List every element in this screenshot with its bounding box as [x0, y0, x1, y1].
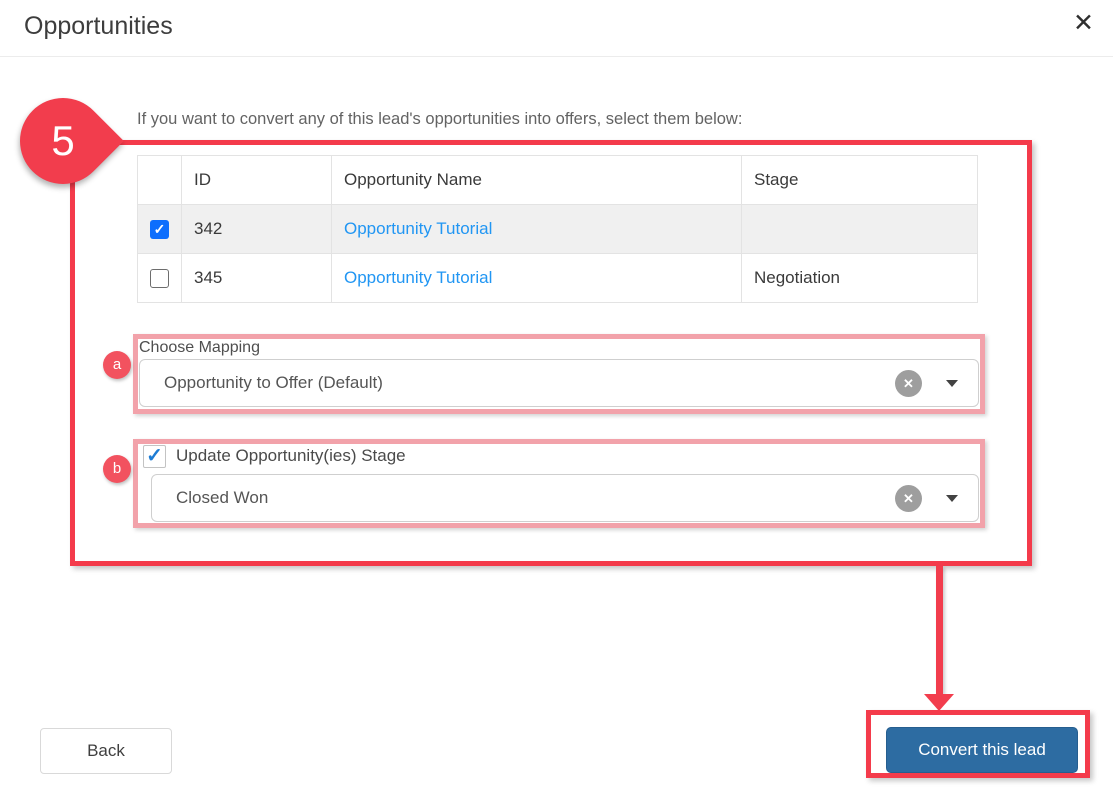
badge-a: a [103, 351, 131, 379]
cell-stage [741, 204, 978, 254]
update-stage-checkbox[interactable]: ✓ [143, 445, 166, 468]
row-checkbox-checked[interactable]: ✓ [150, 220, 169, 239]
table-header-row: ID Opportunity Name Stage [137, 155, 978, 205]
convert-lead-button[interactable]: Convert this lead [886, 727, 1078, 773]
choose-mapping-label: Choose Mapping [139, 339, 260, 356]
cell-id: 345 [181, 253, 332, 303]
check-icon: ✓ [146, 445, 163, 467]
table-row: 345 Opportunity Tutorial Negotiation [137, 253, 978, 303]
row-checkbox-unchecked[interactable] [150, 269, 169, 288]
opportunities-table: ID Opportunity Name Stage ✓ 342 Opportun… [137, 155, 978, 303]
cell-stage: Negotiation [741, 253, 978, 303]
annotation-arrow-line [936, 566, 943, 694]
step-number: 5 [51, 117, 75, 164]
clear-icon[interactable]: ✕ [895, 485, 922, 512]
instruction-text: If you want to convert any of this lead'… [137, 110, 743, 128]
badge-b: b [103, 455, 131, 483]
page-title: Opportunities [24, 12, 173, 40]
dialog-header: Opportunities ✕ [0, 0, 1113, 57]
header-checkbox-col [137, 155, 182, 205]
cell-id: 342 [181, 204, 332, 254]
chevron-down-icon[interactable] [946, 495, 958, 502]
update-stage-label: Update Opportunity(ies) Stage [176, 446, 406, 465]
opportunity-link[interactable]: Opportunity Tutorial [344, 268, 493, 287]
opportunity-link[interactable]: Opportunity Tutorial [344, 219, 493, 238]
header-stage: Stage [741, 155, 978, 205]
clear-icon[interactable]: ✕ [895, 370, 922, 397]
back-button[interactable]: Back [40, 728, 172, 774]
stage-selected-value: Closed Won [176, 488, 269, 507]
mapping-section-highlight [133, 334, 985, 414]
header-opportunity-name: Opportunity Name [331, 155, 742, 205]
chevron-down-icon[interactable] [946, 380, 958, 387]
annotation-arrow-head [924, 694, 954, 711]
close-icon[interactable]: ✕ [1073, 9, 1094, 37]
mapping-select[interactable]: Opportunity to Offer (Default) ✕ [139, 359, 979, 407]
check-icon: ✓ [153, 221, 166, 237]
table-row: ✓ 342 Opportunity Tutorial [137, 204, 978, 254]
stage-section-highlight [133, 439, 985, 528]
mapping-selected-value: Opportunity to Offer (Default) [164, 373, 383, 392]
stage-select[interactable]: Closed Won ✕ [151, 474, 979, 522]
header-id: ID [181, 155, 332, 205]
